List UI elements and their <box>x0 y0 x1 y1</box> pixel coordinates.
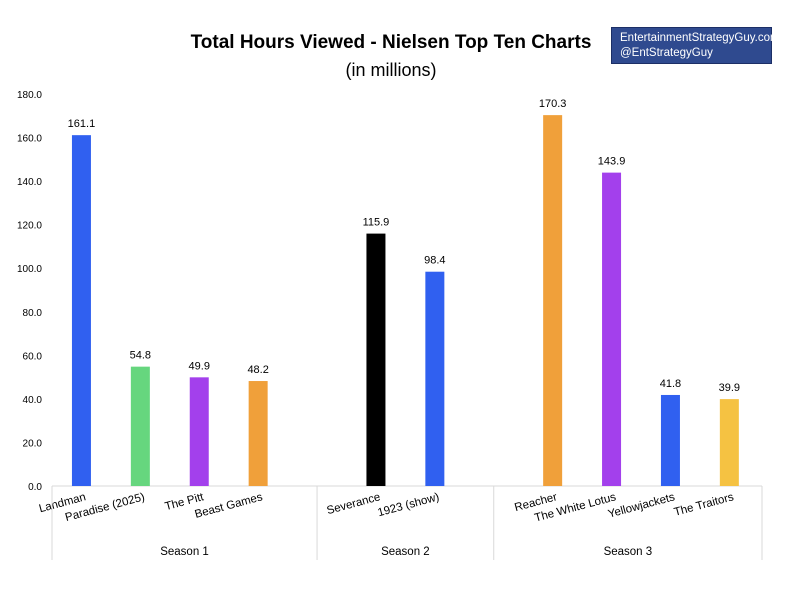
bar <box>366 233 386 486</box>
data-label: 41.8 <box>660 378 681 390</box>
y-tick-label: 140.0 <box>17 177 42 188</box>
data-label: 98.4 <box>424 255 445 267</box>
bar <box>189 377 209 486</box>
data-label: 143.9 <box>598 156 626 168</box>
bar <box>71 135 91 486</box>
category-label: Yellowjackets <box>607 491 677 520</box>
category-label: 1923 (show) <box>376 491 440 519</box>
data-label: 161.1 <box>68 118 96 130</box>
y-tick-label: 0.0 <box>28 482 42 493</box>
data-label: 54.8 <box>130 350 151 362</box>
y-tick-label: 100.0 <box>17 264 42 275</box>
chart-title: Total Hours Viewed - Nielsen Top Ten Cha… <box>190 32 592 53</box>
y-tick-label: 60.0 <box>23 351 43 362</box>
bar <box>602 172 622 486</box>
bar <box>130 366 150 486</box>
bar <box>543 115 563 486</box>
bar <box>425 271 445 486</box>
credit-website: EntertainmentStrategyGuy.com <box>620 32 780 44</box>
y-tick-label: 40.0 <box>23 395 43 406</box>
y-tick-label: 160.0 <box>17 134 42 145</box>
group-label: Season 3 <box>604 546 653 558</box>
data-label: 170.3 <box>539 98 567 110</box>
chart-subtitle: (in millions) <box>345 60 437 80</box>
credit-box: EntertainmentStrategyGuy.com @EntStrateg… <box>611 27 780 64</box>
category-label: Beast Games <box>194 491 265 521</box>
group-label: Season 2 <box>381 546 430 558</box>
y-tick-label: 180.0 <box>17 90 42 101</box>
y-tick-label: 120.0 <box>17 221 42 232</box>
bar <box>248 381 268 486</box>
data-label: 115.9 <box>363 217 390 229</box>
bar <box>660 394 680 486</box>
bar <box>719 399 739 486</box>
category-label: Severance <box>326 491 382 517</box>
y-tick-label: 20.0 <box>23 438 43 449</box>
group-label: Season 1 <box>160 546 209 558</box>
data-label: 48.2 <box>247 364 268 376</box>
data-label: 49.9 <box>189 360 210 372</box>
y-tick-label: 80.0 <box>23 308 43 319</box>
category-label: The Traitors <box>673 491 736 519</box>
credit-handle: @EntStrategyGuy <box>620 47 713 59</box>
data-label: 39.9 <box>719 382 740 394</box>
